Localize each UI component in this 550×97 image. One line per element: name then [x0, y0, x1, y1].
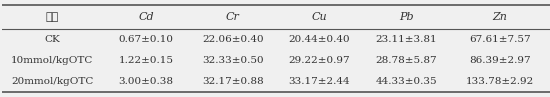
Text: 23.11±3.81: 23.11±3.81: [375, 35, 437, 44]
Text: 20.44±0.40: 20.44±0.40: [289, 35, 350, 44]
Text: Cr: Cr: [226, 12, 240, 22]
Text: Zn: Zn: [492, 12, 507, 22]
Text: 28.78±5.87: 28.78±5.87: [375, 56, 437, 65]
Text: 67.61±7.57: 67.61±7.57: [469, 35, 531, 44]
Text: 处理: 处理: [46, 12, 59, 22]
Text: 10mmol/kgOTC: 10mmol/kgOTC: [11, 56, 94, 65]
Text: Cu: Cu: [311, 12, 327, 22]
Text: 133.78±2.92: 133.78±2.92: [465, 77, 534, 86]
Text: 29.22±0.97: 29.22±0.97: [289, 56, 350, 65]
Text: CK: CK: [45, 35, 60, 44]
Text: 32.17±0.88: 32.17±0.88: [202, 77, 263, 86]
Text: 22.06±0.40: 22.06±0.40: [202, 35, 263, 44]
Text: 86.39±2.97: 86.39±2.97: [469, 56, 531, 65]
Text: Cd: Cd: [138, 12, 154, 22]
Text: 3.00±0.38: 3.00±0.38: [118, 77, 173, 86]
Text: Pb: Pb: [399, 12, 414, 22]
Text: 33.17±2.44: 33.17±2.44: [289, 77, 350, 86]
Text: 1.22±0.15: 1.22±0.15: [118, 56, 173, 65]
Text: 32.33±0.50: 32.33±0.50: [202, 56, 263, 65]
Text: 44.33±0.35: 44.33±0.35: [375, 77, 437, 86]
Text: 20mmol/kgOTC: 20mmol/kgOTC: [11, 77, 94, 86]
Text: 0.67±0.10: 0.67±0.10: [118, 35, 173, 44]
